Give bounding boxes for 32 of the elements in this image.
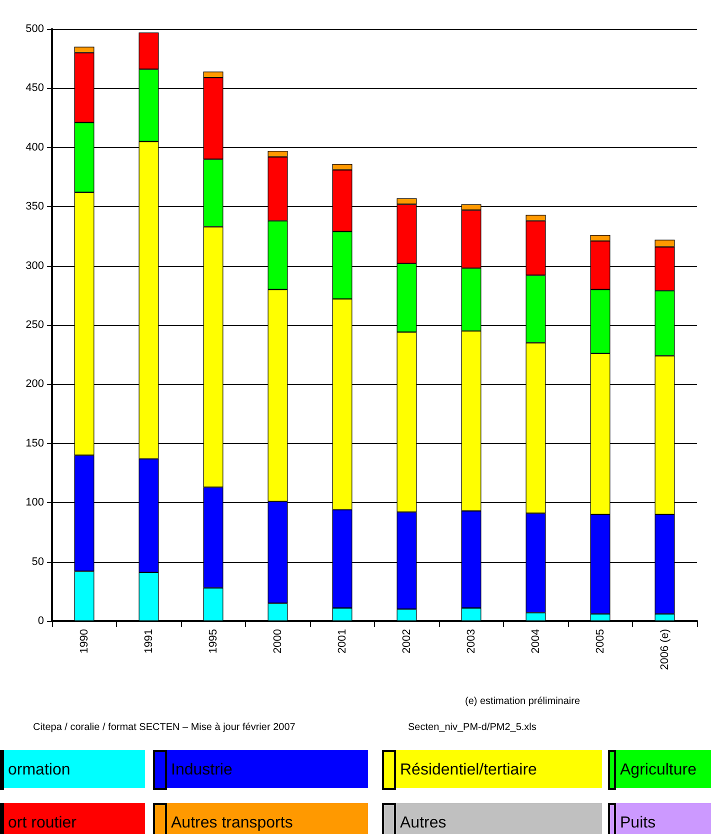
y-tick-label: 200 [26,378,44,390]
y-tick-label: 100 [26,496,44,509]
y-tick-label: 150 [26,437,44,450]
y-tick-label: 300 [26,260,44,272]
x-tick-label: 2005 [594,629,606,654]
x-tick-label: 2003 [465,629,478,654]
x-tick-label: 2000 [272,629,284,654]
y-tick-label: 250 [26,319,44,331]
x-tick-label: 2001 [336,629,348,654]
legend-label: ormation [8,762,70,778]
y-tick-label: 400 [26,141,44,154]
y-tick-label: 50 [32,556,44,568]
legend-label: Autres [400,814,446,832]
legend-label: Industrie [171,762,232,778]
text: (e) estimation préliminaire [465,696,580,707]
legend-label: Agriculture [620,762,697,778]
x-tick-label: 1990 [78,629,90,654]
x-tick-label: 2002 [400,629,413,654]
legend-label: Autres transports [171,814,293,832]
x-tick-label: 1991 [142,629,155,654]
y-tick-label: 0 [38,615,44,627]
legend-label: ort routier [8,814,78,832]
y-tick-label: 450 [26,82,44,94]
text: Secten_niv_PM-d/PM2_5.xls [408,722,536,733]
x-tick-label: 2006 (e) [658,629,671,670]
y-tick-label: 350 [26,200,44,213]
legend-label: Résidentiel/tertiaire [400,762,538,778]
x-tick-label: 1995 [207,629,220,654]
text: Citepa / coralie / format SECTEN – Mise à jour février 2007 [33,722,296,733]
legend-label: Puits [620,814,656,832]
x-tick-label: 2004 [530,629,542,654]
y-tick-label: 500 [26,23,44,35]
